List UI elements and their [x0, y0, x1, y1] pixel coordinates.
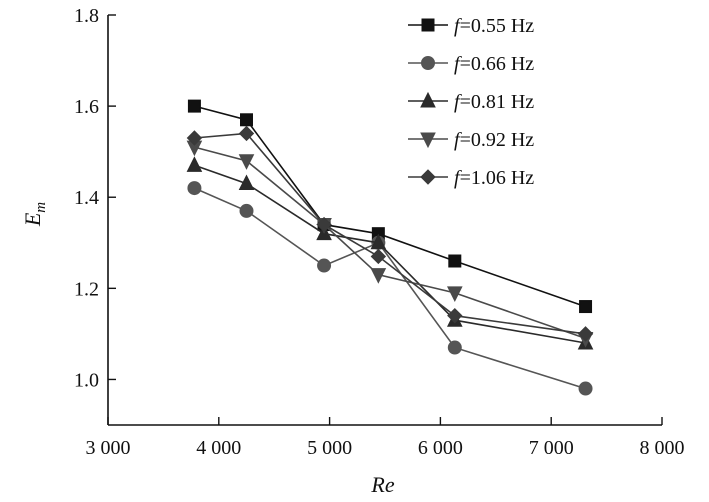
x-axis-title: Re	[370, 472, 394, 497]
data-point	[578, 381, 593, 396]
data-point	[577, 326, 594, 342]
data-point	[238, 154, 255, 170]
x-tick-label: 7 000	[529, 437, 574, 459]
y-axis-title: Em	[20, 202, 49, 227]
legend-label: f=0.81 Hz	[454, 91, 534, 113]
data-point	[187, 181, 202, 196]
x-tick-label: 8 000	[640, 437, 685, 459]
data-point	[187, 99, 201, 113]
data-point	[240, 113, 253, 127]
legend-label: f=0.92 Hz	[454, 129, 534, 151]
series-line	[194, 164, 586, 344]
x-tick-label: 5 000	[307, 437, 352, 459]
legend-entry: f=1.06 Hz	[408, 167, 534, 189]
ticks: 3 000 4 000 5 000 6 000 7 000 8 000 1.0 1.2 1.4 1…	[74, 5, 685, 459]
y-tick-label: 1.6	[74, 96, 99, 118]
legend-marker	[421, 56, 435, 70]
y-axis-title-main: E	[20, 212, 45, 227]
legend-marker	[420, 169, 436, 185]
data-point	[186, 130, 203, 146]
data-point	[447, 307, 463, 324]
y-tick-label: 1.8	[74, 5, 99, 27]
legend: f=0.55 Hz f=0.66 Hz f=0.81 Hz f=0.92 Hz f=1.…	[408, 15, 534, 189]
x-tick-label: 3 000	[86, 437, 131, 459]
legend-marker	[421, 18, 435, 32]
data-point	[446, 286, 463, 303]
legend-marker	[420, 132, 436, 149]
legend-label: f=0.55 Hz	[454, 15, 534, 37]
x-tick-label: 4 000	[196, 437, 241, 459]
data-point	[316, 216, 332, 233]
legend-entry: f=0.92 Hz	[408, 129, 534, 151]
data-point	[239, 203, 254, 218]
y-axis-title-sub: m	[33, 202, 49, 213]
legend-entry: f=0.55 Hz	[408, 15, 534, 37]
data-point	[238, 125, 255, 142]
legend-label: f=0.66 Hz	[454, 53, 534, 75]
data-point	[370, 268, 387, 284]
data-point	[317, 258, 332, 273]
y-tick-label: 1.2	[74, 278, 99, 300]
series-diamond	[186, 125, 594, 342]
data-point	[447, 340, 462, 355]
data-point	[186, 156, 203, 172]
legend-marker	[420, 91, 436, 108]
y-tick-label: 1.4	[74, 187, 99, 209]
series-line	[194, 187, 586, 390]
series-line	[194, 132, 586, 335]
legend-entry: f=0.66 Hz	[408, 53, 534, 75]
axes	[107, 15, 662, 426]
data-point	[448, 254, 462, 268]
y-tick-label: 1.0	[74, 369, 99, 391]
legend-label: f=1.06 Hz	[454, 167, 534, 189]
data-point	[370, 248, 387, 265]
legend-entry: f=0.81 Hz	[408, 91, 534, 113]
series-line	[194, 105, 586, 308]
data-point	[579, 300, 593, 314]
data-point	[238, 174, 255, 191]
x-tick-label: 6 000	[418, 437, 463, 459]
series-line	[194, 146, 586, 340]
series-layer	[186, 99, 594, 396]
